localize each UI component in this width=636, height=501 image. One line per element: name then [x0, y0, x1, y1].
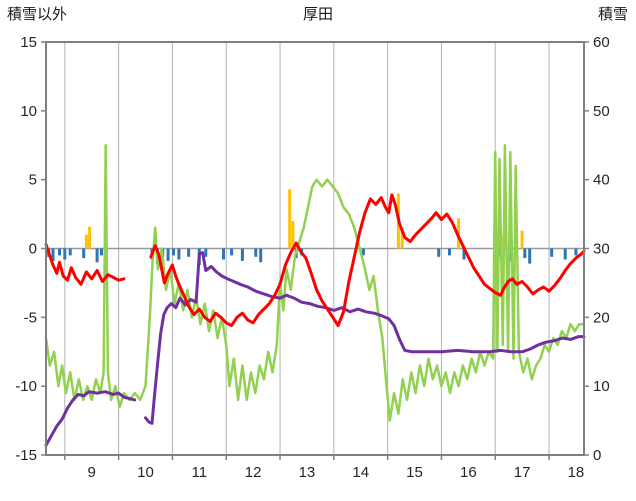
right-axis-title: 積雪 [597, 6, 628, 23]
svg-text:17: 17 [514, 464, 531, 481]
x-axis-labels: 9 10 11 12 13 14 15 16 17 18 [88, 464, 585, 481]
axis-ticks [41, 41, 589, 460]
svg-text:20: 20 [593, 309, 610, 326]
svg-text:-15: -15 [15, 447, 37, 464]
left-axis-title: 積雪以外 [7, 6, 68, 23]
svg-text:15: 15 [20, 34, 37, 51]
right-axis-labels: 60 50 40 30 20 10 0 [593, 34, 610, 464]
svg-text:11: 11 [192, 464, 208, 481]
left-axis-labels: 15 10 5 0 -5 -10 -15 [15, 34, 37, 464]
svg-text:0: 0 [593, 447, 601, 464]
svg-text:-5: -5 [24, 309, 37, 326]
orange-bars [84, 189, 524, 249]
chart-title: 厚田 [302, 6, 333, 23]
svg-text:5: 5 [29, 172, 37, 189]
svg-text:10: 10 [20, 103, 37, 120]
svg-text:10: 10 [137, 464, 154, 481]
svg-text:18: 18 [568, 464, 585, 481]
svg-text:10: 10 [593, 378, 610, 395]
svg-text:15: 15 [406, 464, 423, 481]
svg-text:12: 12 [245, 464, 262, 481]
snow-depth-line [44, 144, 585, 422]
svg-text:13: 13 [299, 464, 316, 481]
svg-text:14: 14 [352, 464, 369, 481]
svg-text:-10: -10 [15, 378, 37, 395]
svg-text:16: 16 [460, 464, 477, 481]
red-line [44, 193, 586, 328]
purple-line [44, 251, 586, 447]
svg-text:60: 60 [593, 34, 610, 51]
svg-text:50: 50 [593, 103, 610, 120]
svg-text:30: 30 [593, 241, 610, 258]
svg-text:9: 9 [88, 464, 96, 481]
svg-text:0: 0 [29, 241, 37, 258]
svg-text:40: 40 [593, 172, 610, 189]
